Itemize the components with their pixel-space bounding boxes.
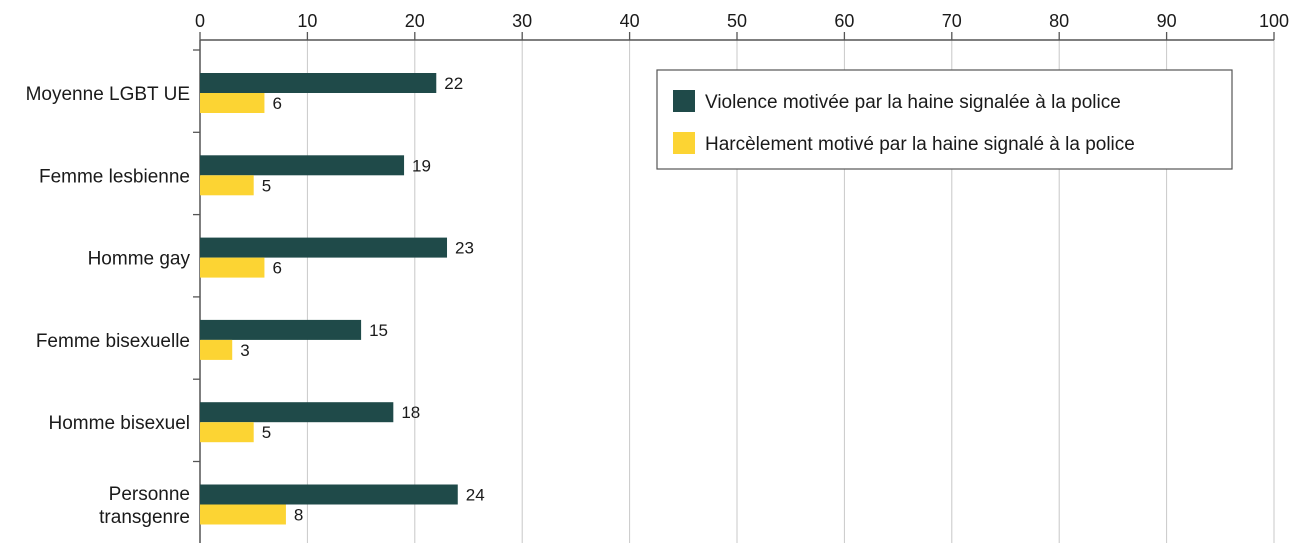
legend-label-harcelement: Harcèlement motivé par la haine signalé … xyxy=(705,134,1135,155)
bar-violence-4 xyxy=(200,402,394,423)
legend-box xyxy=(656,69,1233,170)
legend-label-violence: Violence motivée par la haine signalée à… xyxy=(705,92,1121,113)
value-label-violence-4: 18 xyxy=(401,403,420,422)
category-label-0-0: Moyenne LGBT UE xyxy=(26,84,190,105)
value-labels: 22 6 19 5 23 6 15 3 18 5 24 8 xyxy=(240,74,484,525)
x-tick-label-0: 0 xyxy=(195,11,205,31)
legend-swatch-violence xyxy=(673,90,695,112)
bar-harcelement-0 xyxy=(200,93,265,113)
bar-violence-2 xyxy=(200,237,448,258)
bar-violence-5 xyxy=(200,484,458,505)
legend-swatch-harcelement xyxy=(673,132,695,154)
x-tick-label-20: 20 xyxy=(405,11,425,31)
category-labels: Moyenne LGBT UE Femme lesbienne Homme gay F… xyxy=(26,84,191,528)
x-tick-label-70: 70 xyxy=(942,11,962,31)
value-label-harcelement-2: 6 xyxy=(272,259,281,278)
bar-violence-3 xyxy=(200,319,362,340)
bar-harcelement-1 xyxy=(200,175,254,196)
category-label-4-0: Homme bisexuel xyxy=(49,413,191,434)
legend: Violence motivée par la haine signalée à… xyxy=(656,69,1233,170)
value-label-violence-3: 15 xyxy=(369,321,388,340)
value-label-violence-0: 22 xyxy=(444,74,463,93)
value-label-violence-5: 24 xyxy=(466,486,485,505)
value-label-violence-1: 19 xyxy=(412,156,431,175)
bar-harcelement-3 xyxy=(200,339,233,360)
category-label-5-0: Personne xyxy=(109,484,190,505)
x-tick-label-40: 40 xyxy=(620,11,640,31)
category-label-1-0: Femme lesbienne xyxy=(39,166,190,187)
bar-violence-0 xyxy=(200,73,437,93)
x-axis: 0 10 20 30 40 50 60 70 80 90 100 xyxy=(195,11,1289,41)
value-label-harcelement-0: 6 xyxy=(272,94,281,113)
x-tick-label-60: 60 xyxy=(834,11,854,31)
bar-harcelement-2 xyxy=(200,257,265,278)
bar-harcelement-4 xyxy=(200,422,254,443)
x-tick-label-50: 50 xyxy=(727,11,747,31)
value-label-harcelement-3: 3 xyxy=(240,341,249,360)
x-tick-label-90: 90 xyxy=(1157,11,1177,31)
bars xyxy=(200,73,458,525)
category-label-3-0: Femme bisexuelle xyxy=(36,331,190,352)
value-label-violence-2: 23 xyxy=(455,239,474,258)
value-label-harcelement-5: 8 xyxy=(294,506,303,525)
category-label-2-0: Homme gay xyxy=(88,249,191,270)
x-tick-label-30: 30 xyxy=(512,11,532,31)
x-tick-label-80: 80 xyxy=(1049,11,1069,31)
x-tick-label-10: 10 xyxy=(297,11,317,31)
x-tick-label-100: 100 xyxy=(1259,11,1289,31)
y-axis xyxy=(193,40,201,543)
bar-harcelement-5 xyxy=(200,504,286,525)
value-label-harcelement-4: 5 xyxy=(262,423,271,442)
value-label-harcelement-1: 5 xyxy=(262,176,271,195)
bar-violence-1 xyxy=(200,155,405,176)
category-label-5-1: transgenre xyxy=(99,507,190,528)
